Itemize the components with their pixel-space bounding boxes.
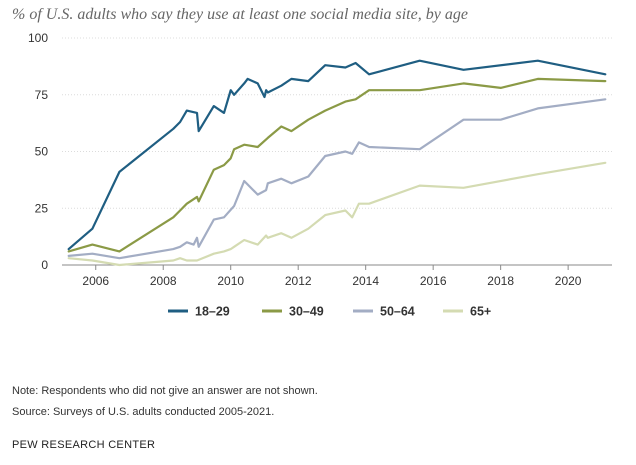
x-tick-label: 2014 bbox=[352, 274, 379, 288]
chart-source: Source: Surveys of U.S. adults conducted… bbox=[12, 406, 275, 418]
x-tick-label: 2010 bbox=[217, 274, 244, 288]
chart-note: Note: Respondents who did not give an an… bbox=[12, 385, 318, 397]
legend-label-65+: 65+ bbox=[470, 305, 491, 319]
y-tick-label: 50 bbox=[35, 145, 49, 159]
legend: 18–29 30–49 50–64 65+ bbox=[168, 305, 491, 319]
x-tick-label: 2012 bbox=[285, 274, 312, 288]
x-tick-label: 2020 bbox=[555, 274, 582, 288]
x-tick-label: 2016 bbox=[420, 274, 447, 288]
series-line-50-64 bbox=[67, 98, 607, 260]
y-tick-label: 75 bbox=[35, 88, 49, 102]
series-line-65+ bbox=[67, 161, 607, 267]
chart-title: % of U.S. adults who say they use at lea… bbox=[12, 6, 468, 23]
brand-logo-text: PEW RESEARCH CENTER bbox=[12, 439, 156, 451]
y-axis: 0 25 50 75 100 bbox=[28, 31, 48, 272]
x-tick-label: 2018 bbox=[487, 274, 514, 288]
gridlines bbox=[62, 37, 612, 266]
x-tick-label: 2006 bbox=[82, 274, 109, 288]
x-tick-label: 2008 bbox=[150, 274, 177, 288]
x-axis: 2006 2008 2010 2012 2014 2016 2018 2020 bbox=[82, 265, 582, 288]
series-line-18-29 bbox=[67, 59, 607, 251]
legend-label-18-29: 18–29 bbox=[195, 305, 230, 319]
y-tick-label: 0 bbox=[41, 258, 48, 272]
y-tick-label: 100 bbox=[28, 31, 48, 45]
series-lines bbox=[67, 59, 607, 267]
legend-label-30-49: 30–49 bbox=[289, 305, 324, 319]
series-line-30-49 bbox=[67, 77, 607, 253]
y-tick-label: 25 bbox=[35, 201, 49, 215]
legend-label-50-64: 50–64 bbox=[380, 305, 415, 319]
